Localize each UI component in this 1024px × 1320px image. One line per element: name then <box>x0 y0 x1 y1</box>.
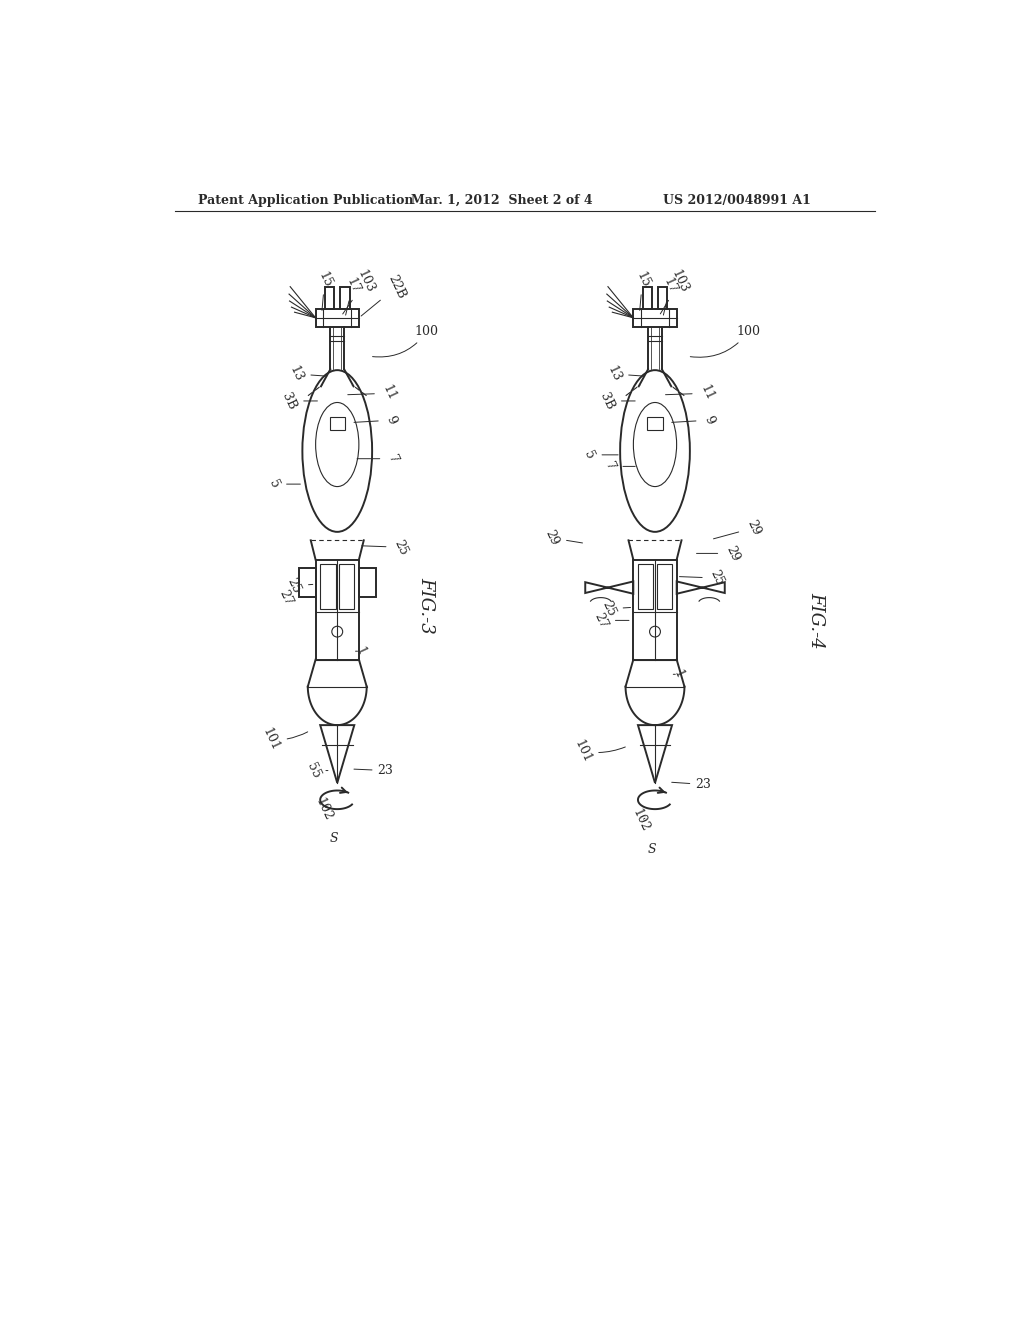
Text: 101: 101 <box>571 738 626 764</box>
Text: 27: 27 <box>592 611 629 630</box>
Text: 23: 23 <box>354 764 393 777</box>
Text: 3B: 3B <box>280 391 317 412</box>
Text: 17: 17 <box>662 276 680 315</box>
Text: 25: 25 <box>599 599 631 619</box>
Text: 102: 102 <box>312 796 334 822</box>
Text: 100: 100 <box>373 325 438 356</box>
Text: 25: 25 <box>285 576 312 595</box>
Text: 5: 5 <box>266 478 300 491</box>
Bar <box>315 560 359 660</box>
Bar <box>321 564 336 610</box>
Text: 1: 1 <box>671 668 686 681</box>
Text: 103: 103 <box>660 268 691 314</box>
Bar <box>359 568 376 597</box>
Text: Mar. 1, 2012  Sheet 2 of 4: Mar. 1, 2012 Sheet 2 of 4 <box>411 194 593 207</box>
Text: 27: 27 <box>276 587 311 607</box>
Text: 9: 9 <box>672 414 717 426</box>
Bar <box>315 309 359 327</box>
Text: 11: 11 <box>348 383 398 403</box>
Text: 102: 102 <box>630 807 652 834</box>
Text: 101: 101 <box>260 726 307 754</box>
Text: 22B: 22B <box>361 273 408 315</box>
Text: 103: 103 <box>343 268 376 314</box>
Text: S: S <box>647 843 656 857</box>
Bar <box>647 417 663 430</box>
Text: 1: 1 <box>352 645 368 657</box>
Text: 13: 13 <box>287 364 327 384</box>
Text: 25: 25 <box>361 537 410 557</box>
Bar <box>330 417 345 430</box>
Text: 11: 11 <box>666 383 716 403</box>
Text: 29: 29 <box>696 544 741 564</box>
Text: 55: 55 <box>305 760 328 780</box>
Bar <box>656 564 672 610</box>
Text: 13: 13 <box>604 364 644 384</box>
Text: 15: 15 <box>633 269 652 310</box>
Text: 100: 100 <box>690 325 761 358</box>
Bar <box>633 560 677 660</box>
Bar <box>299 568 315 597</box>
Text: S: S <box>330 832 339 845</box>
Text: 17: 17 <box>343 276 361 315</box>
Text: 29: 29 <box>714 519 763 539</box>
Text: 3B: 3B <box>597 391 635 412</box>
Text: 7: 7 <box>357 453 400 465</box>
Text: Patent Application Publication: Patent Application Publication <box>198 194 414 207</box>
Text: 29: 29 <box>543 528 583 548</box>
Text: FIG.-3: FIG.-3 <box>418 577 435 634</box>
Text: 25: 25 <box>680 568 726 587</box>
Bar <box>638 564 653 610</box>
Bar <box>339 564 354 610</box>
Bar <box>633 309 677 327</box>
Text: 9: 9 <box>354 414 399 426</box>
Text: FIG.-4: FIG.-4 <box>807 593 825 648</box>
Text: 7: 7 <box>602 461 635 473</box>
Text: US 2012/0048991 A1: US 2012/0048991 A1 <box>663 194 811 207</box>
Text: 15: 15 <box>315 269 334 310</box>
Text: 5: 5 <box>582 449 618 461</box>
Text: 23: 23 <box>672 777 712 791</box>
